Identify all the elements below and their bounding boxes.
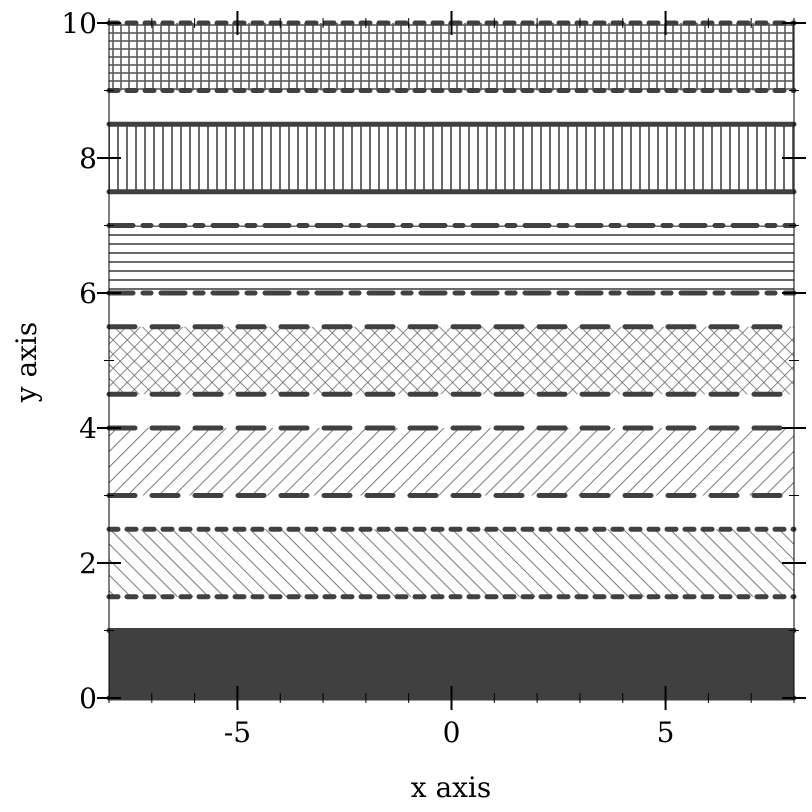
y-tick-label: 0: [79, 682, 97, 715]
x-tick-label: -5: [224, 716, 251, 749]
bands-layer: [106, 20, 797, 701]
axes-layer: -5 0 5 0 2 4 6 8 10: [61, 7, 806, 749]
band-fill-5: [109, 124, 794, 192]
y-axis-label: y axis: [10, 322, 43, 404]
y-tick-label: 2: [79, 547, 97, 580]
band-2: [106, 425, 797, 498]
x-tick-label: 5: [657, 716, 675, 749]
band-4: [106, 223, 797, 296]
band-fill-1: [109, 529, 794, 597]
y-tick-label: 10: [61, 7, 97, 40]
band-fill-4: [109, 225, 794, 293]
y-tick-label: 4: [79, 412, 97, 445]
x-axis-label: x axis: [411, 771, 492, 804]
band-3: [106, 324, 797, 397]
y-tick-label: 6: [79, 277, 97, 310]
y-tick-label: 8: [79, 142, 97, 175]
x-tick-label: 0: [443, 716, 461, 749]
band-5: [106, 121, 797, 195]
band-fill-2: [109, 428, 794, 496]
band-1: [106, 526, 797, 600]
band-fill-3: [109, 326, 794, 395]
